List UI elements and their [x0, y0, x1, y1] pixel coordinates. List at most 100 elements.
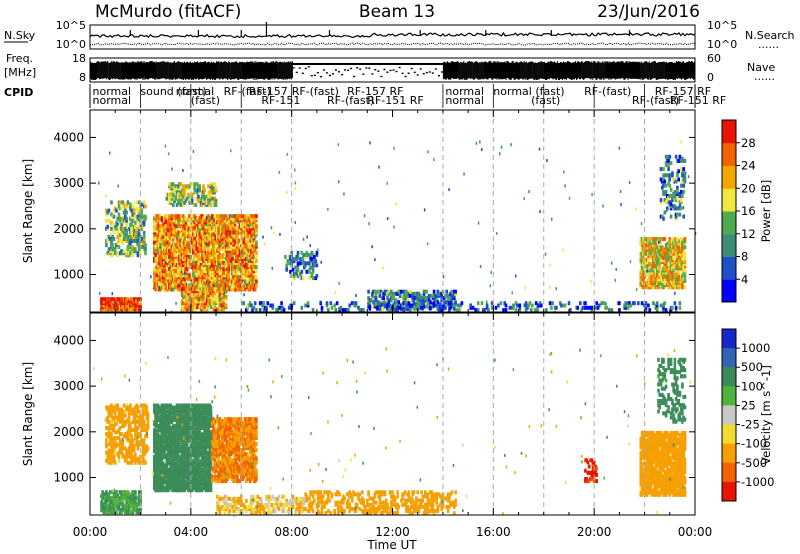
echo-cell	[378, 301, 382, 306]
echo-cell	[280, 301, 283, 306]
echo-cell	[289, 257, 292, 262]
freq-mark	[575, 61, 577, 79]
echo-cell	[190, 194, 194, 199]
echo-cell	[444, 305, 447, 310]
echo-cell	[170, 186, 174, 191]
echo-cell	[315, 274, 319, 278]
echo-speck	[485, 300, 488, 304]
cpid-entry: normal	[445, 94, 484, 107]
freq-mark	[449, 62, 451, 80]
cpid-entry: RF-157 RF	[655, 85, 711, 98]
freq-mark	[167, 61, 169, 79]
echo-cell	[576, 305, 580, 310]
freq-mark	[481, 61, 483, 79]
echo-cell	[454, 302, 457, 307]
echo-cell	[115, 442, 118, 447]
echo-cell	[397, 302, 401, 307]
echo-cell	[618, 301, 621, 306]
echo-cell	[124, 226, 127, 231]
echo-cell	[295, 257, 298, 262]
echo-cell	[354, 303, 358, 308]
echo-cell	[644, 305, 648, 310]
echo-cell	[142, 220, 146, 225]
freq-mark	[579, 62, 581, 80]
echo-cell	[180, 198, 184, 203]
freq-mark	[580, 62, 582, 80]
echo-cell	[313, 263, 316, 268]
freq-mark	[245, 62, 247, 80]
freq-mark	[419, 68, 422, 70]
echo-speck	[433, 158, 435, 162]
freq-mark	[641, 62, 643, 80]
freq-mark	[490, 61, 492, 79]
echo-cell	[642, 239, 645, 244]
echo-cell	[642, 285, 645, 290]
echo-cell	[119, 216, 122, 221]
echo-cell	[526, 305, 529, 310]
echo-speck	[243, 293, 245, 297]
freq-mark	[530, 61, 532, 79]
echo-cell	[271, 305, 275, 310]
freq-mark	[553, 61, 555, 79]
echo-cell	[416, 305, 419, 310]
freq-mark	[136, 62, 138, 80]
freq-mark	[362, 73, 365, 75]
echo-cell	[676, 212, 679, 217]
echo-speck	[500, 145, 503, 149]
echo-speck	[302, 237, 305, 241]
echo-speck	[629, 260, 632, 264]
freq-mark	[613, 61, 615, 79]
echo-cell	[421, 296, 425, 301]
freq-mark	[455, 61, 457, 79]
echo-cell	[194, 196, 198, 201]
echo-cell	[119, 239, 122, 243]
echo-speck	[646, 269, 648, 273]
echo-cell	[214, 198, 218, 203]
echo-cell	[136, 251, 140, 256]
freq-mark	[582, 62, 584, 80]
echo-cell	[214, 230, 218, 235]
echo-cell	[659, 198, 663, 203]
echo-cell	[204, 269, 208, 274]
echo-cell	[129, 206, 132, 211]
echo-cell	[102, 492, 106, 497]
echo-cell	[664, 183, 668, 188]
echo-speck	[489, 284, 492, 288]
freq-mark	[158, 62, 160, 80]
freq-mark	[254, 61, 256, 79]
echo-cell	[668, 177, 672, 182]
echo-speck	[338, 281, 340, 285]
freq-mark	[633, 61, 635, 79]
echo-cell	[518, 303, 522, 308]
freq-mark	[186, 61, 188, 79]
echo-cell	[551, 301, 554, 306]
echo-cell	[209, 252, 213, 257]
echo-cell	[445, 300, 448, 305]
echo-cell	[214, 186, 218, 191]
echo-speck	[327, 207, 329, 211]
echo-cell	[683, 175, 687, 180]
echo-cell	[207, 184, 210, 189]
echo-cell	[243, 214, 247, 219]
echo-cell	[116, 216, 120, 221]
echo-cell	[426, 296, 430, 301]
echo-cell	[683, 171, 687, 176]
echo-cell	[460, 301, 464, 306]
echo-cell	[125, 216, 128, 221]
echo-cell	[476, 301, 480, 306]
echo-cell	[221, 236, 224, 241]
echo-cell	[424, 298, 427, 303]
echo-cell	[120, 222, 123, 227]
cpid-entry: normal	[93, 85, 132, 98]
echo-cell	[640, 255, 644, 260]
echo-cell	[121, 200, 125, 205]
freq-mark	[347, 69, 350, 72]
echo-speck	[184, 271, 186, 275]
echo-cell	[378, 304, 382, 309]
echo-cell	[679, 183, 683, 188]
echo-cell	[397, 305, 401, 310]
freq-mark	[215, 62, 217, 80]
echo-cell	[155, 256, 159, 261]
echo-cell	[296, 269, 300, 274]
echo-cell	[640, 264, 644, 269]
